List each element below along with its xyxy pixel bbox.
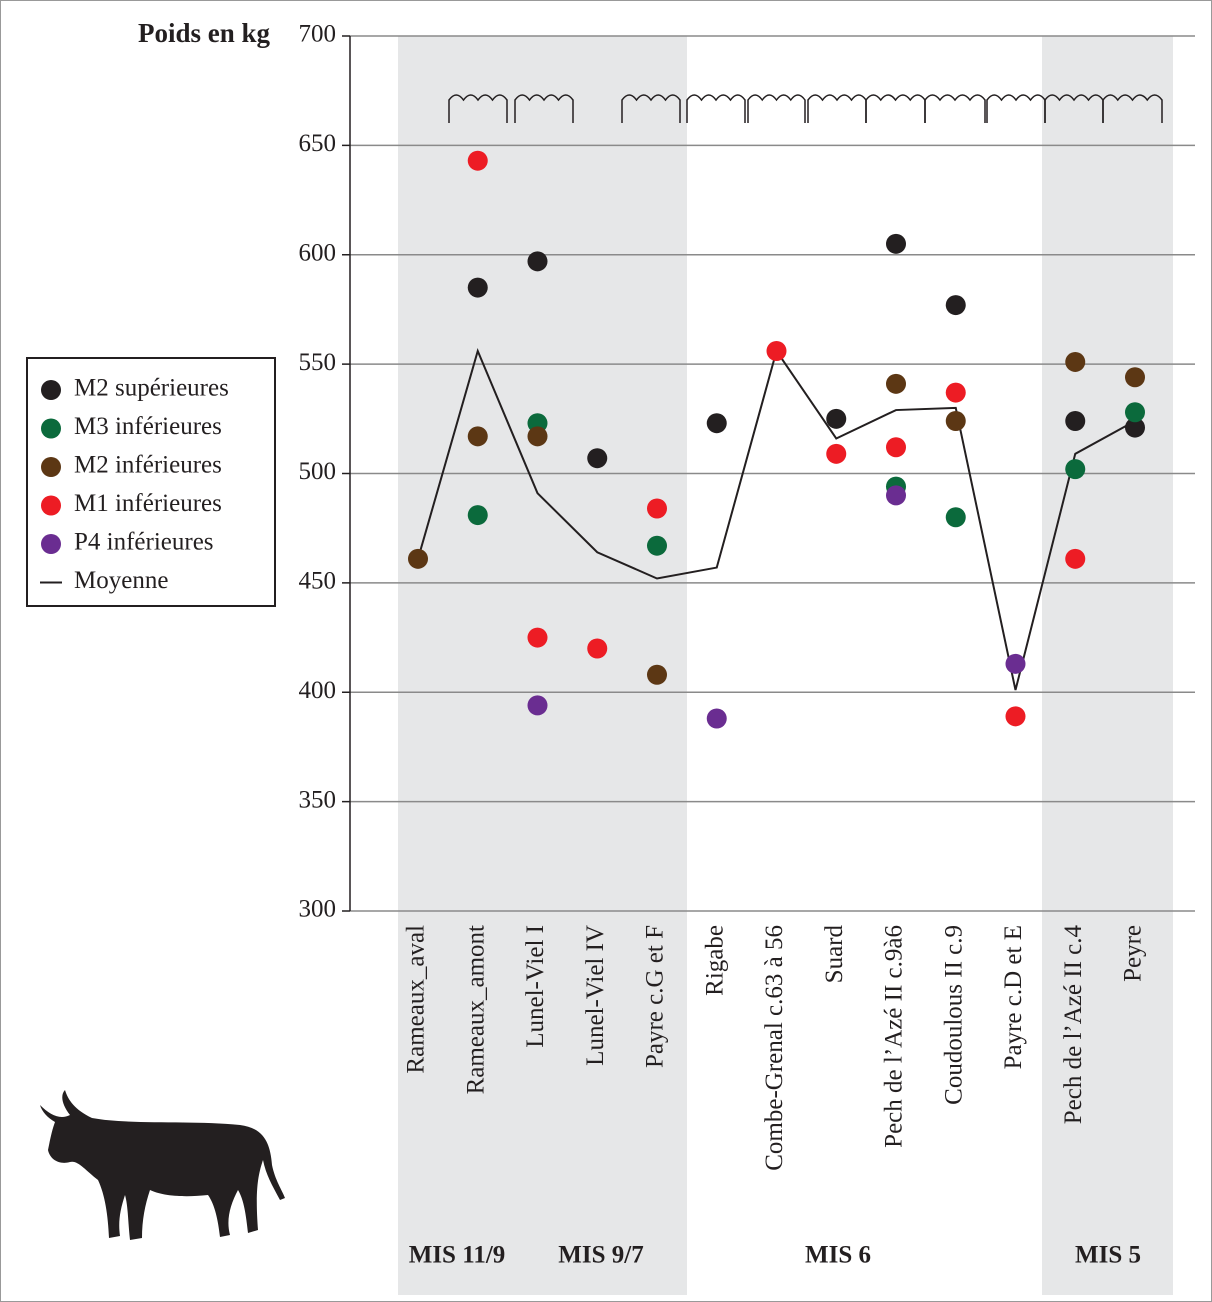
period-shade: [1042, 36, 1173, 1295]
data-point: [1125, 402, 1145, 423]
legend-label: Moyenne: [74, 567, 168, 594]
x-tick-label: Payre c.D et E: [1000, 925, 1027, 1069]
data-point: [527, 426, 548, 447]
data-point: [1065, 548, 1086, 569]
data-point: [886, 373, 906, 394]
legend-label: P4 inférieures: [74, 529, 214, 556]
x-tick-label: Pech de l’Azé II c.9à6: [881, 925, 908, 1148]
data-point: [527, 695, 548, 716]
data-point: [945, 411, 966, 431]
legend-marker: [41, 457, 61, 477]
y-tick-label: 700: [299, 21, 337, 48]
bracket: [807, 94, 867, 123]
data-point: [527, 251, 548, 272]
data-point: [826, 443, 847, 464]
bracket: [865, 94, 926, 123]
data-point: [945, 295, 966, 316]
bull-silhouette: [40, 1090, 285, 1240]
legend-label: M1 inférieures: [74, 490, 222, 517]
period-shade: [398, 36, 687, 1295]
data-point: [647, 498, 667, 519]
y-tick-label: 300: [299, 896, 337, 923]
data-point: [647, 664, 667, 685]
bracket: [1044, 94, 1104, 123]
data-point: [587, 638, 608, 659]
data-point: [945, 382, 966, 403]
legend-label: M2 inférieures: [74, 452, 222, 479]
data-point: [1005, 653, 1026, 674]
legend-label: M3 inférieures: [74, 413, 222, 440]
data-point: [587, 448, 608, 469]
x-tick-label: Peyre: [1120, 925, 1147, 982]
legend: [26, 357, 276, 607]
period-label: MIS 5: [1075, 1242, 1141, 1269]
x-tick-label: Rigabe: [701, 925, 728, 996]
data-point: [467, 426, 488, 447]
bracket: [514, 94, 574, 123]
data-point: [467, 505, 488, 526]
x-tick-label: Suard: [821, 925, 848, 984]
bracket: [747, 94, 806, 123]
x-tick-label: Lunel-Viel I: [522, 925, 549, 1048]
legend-marker: [41, 534, 61, 554]
data-point: [1065, 411, 1086, 431]
y-tick-label: 600: [299, 239, 337, 266]
data-point: [1125, 417, 1145, 438]
period-label: MIS 9/7: [558, 1242, 643, 1269]
x-tick-label: Rameaux_aval: [403, 925, 430, 1074]
bracket: [686, 94, 746, 123]
data-point: [886, 233, 906, 254]
data-point: [527, 627, 548, 648]
data-point: [706, 708, 727, 729]
y-tick-label: 550: [299, 349, 337, 376]
x-tick-label: Rameaux_amont: [462, 925, 489, 1094]
data-point: [1065, 351, 1086, 372]
data-point: [706, 413, 727, 434]
y-tick-label: 350: [299, 786, 337, 813]
x-tick-label: Coudoulous II c.9: [940, 925, 967, 1105]
period-label: MIS 11/9: [409, 1242, 506, 1269]
x-tick-label: Payre c.G et F: [642, 925, 669, 1068]
data-point: [467, 277, 488, 298]
bracket: [986, 94, 1046, 123]
y-tick-label: 400: [299, 677, 337, 704]
y-tick-label: 450: [299, 568, 337, 595]
data-point: [945, 507, 966, 528]
bracket: [621, 94, 681, 123]
bracket: [448, 94, 508, 123]
legend-marker: [41, 418, 61, 439]
legend-marker: [41, 380, 61, 400]
data-point: [766, 341, 787, 361]
data-point: [647, 535, 667, 556]
data-point: [886, 485, 906, 506]
data-point: [1065, 459, 1086, 480]
data-point: [1005, 706, 1026, 727]
bracket: [1102, 94, 1163, 123]
legend-marker: [41, 495, 61, 516]
x-tick-label: Lunel-Viel IV: [582, 925, 609, 1066]
data-point: [467, 150, 488, 171]
y-tick-label: 500: [299, 458, 337, 485]
x-tick-label: Combe-Grenal c.63 à 56: [761, 925, 788, 1171]
data-point: [826, 408, 847, 429]
legend-label: M2 supérieures: [74, 375, 229, 402]
data-point: [886, 437, 906, 458]
data-point: [1125, 367, 1145, 388]
period-label: MIS 6: [805, 1242, 871, 1269]
y-axis-title: Poids en kg: [138, 18, 271, 48]
data-point: [408, 548, 428, 569]
bracket: [924, 94, 986, 123]
x-tick-label: Pech de l’Azé II c.4: [1060, 925, 1087, 1125]
y-tick-label: 650: [299, 130, 337, 157]
